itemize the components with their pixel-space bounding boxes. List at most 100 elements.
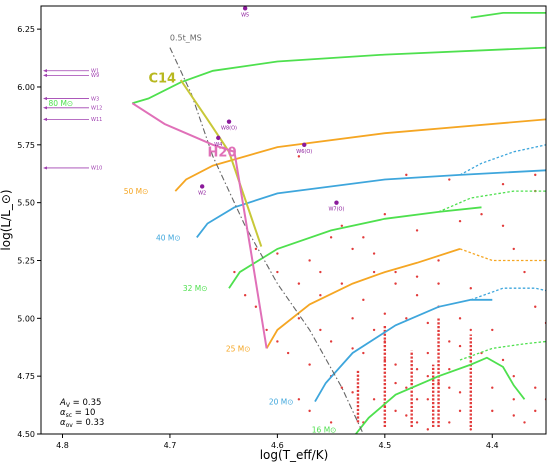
ms-star-point	[394, 381, 397, 385]
ms-star-point	[534, 409, 537, 413]
ms-star-point	[394, 363, 397, 366]
ms-star-point	[437, 333, 440, 336]
track-dashed-segment	[459, 248, 546, 262]
wr-star-label: W6(O)	[296, 149, 312, 155]
ms-star-point	[458, 317, 462, 320]
track-dashed-segment	[459, 340, 546, 361]
ms-star-point	[394, 409, 397, 413]
ms-star-point	[394, 270, 397, 274]
ms-star-point	[448, 386, 451, 389]
ms-star-point	[383, 312, 387, 315]
half-ms-line	[169, 47, 364, 434]
ms-star-point	[426, 321, 430, 325]
ms-star-point	[469, 398, 472, 401]
ms-star-point	[512, 398, 515, 401]
wr-star-label: W5	[241, 12, 249, 18]
x-tick-label: 4.7	[164, 441, 177, 450]
evolution-track	[265, 248, 461, 349]
ms-star-point	[265, 328, 268, 332]
offscale-arrowhead	[43, 69, 47, 73]
ms-star-point	[405, 386, 408, 389]
ms-star-point	[491, 409, 494, 413]
ms-star-point	[340, 282, 344, 285]
boundary-label: H20	[208, 145, 237, 160]
ms-star-point	[534, 386, 537, 389]
ms-star-point	[491, 386, 494, 389]
ms-star-point	[233, 270, 236, 274]
evolution-track	[355, 356, 526, 434]
ms-star-point	[308, 259, 311, 262]
ms-star-point	[469, 428, 472, 431]
track-label: 25 M⊙	[226, 344, 251, 353]
ms-star-point	[501, 358, 505, 362]
offscale-arrowhead	[43, 166, 47, 170]
track-dashed-segment	[470, 287, 546, 301]
offscale-label: W1	[91, 69, 99, 75]
ms-star-point	[415, 398, 419, 401]
y-tick-label: 6.00	[17, 83, 35, 92]
ms-star-point	[437, 282, 440, 285]
track-label: 40 M⊙	[156, 233, 181, 242]
x-tick-label: 4.8	[56, 441, 69, 450]
ms-star-point	[501, 182, 505, 186]
offscale-arrowhead	[43, 106, 47, 110]
ms-star-point	[426, 398, 430, 401]
ms-star-point	[415, 275, 419, 278]
ms-star-point	[426, 351, 430, 355]
wr-star-point	[242, 6, 248, 11]
wr-star-label: W7(O)	[328, 207, 344, 213]
ms-star-point	[351, 347, 354, 350]
param-text: αsc = 10	[60, 408, 95, 419]
ms-star-point	[319, 328, 322, 332]
y-tick-label: 5.25	[17, 256, 35, 265]
ms-star-point	[308, 363, 311, 366]
ms-star-point	[383, 340, 387, 343]
evolution-track	[314, 298, 493, 403]
ms-star-point	[448, 340, 451, 343]
ms-star-point	[437, 381, 440, 385]
wr-star-point	[334, 200, 339, 205]
ms-star-point	[351, 317, 354, 320]
boundary-line	[131, 102, 268, 349]
ms-star-point	[372, 252, 376, 255]
evolution-track	[132, 46, 546, 105]
offscale-label: W3	[91, 96, 99, 102]
evolution-track-tail	[470, 12, 546, 19]
ms-star-point	[415, 368, 419, 371]
param-text: αov = 0.33	[60, 418, 104, 429]
wr-star-point	[226, 119, 232, 124]
offscale-arrowhead	[43, 96, 47, 101]
ms-star-point	[286, 351, 290, 355]
offscale-label: W12	[91, 106, 102, 112]
ms-star-point	[458, 391, 462, 394]
ms-star-point	[329, 421, 333, 424]
ms-star-point	[254, 247, 258, 251]
ms-star-point	[243, 293, 247, 297]
ms-star-point	[534, 173, 537, 177]
wr-star-label: W8(O)	[221, 126, 237, 132]
offscale-label: W11	[91, 117, 102, 123]
ms-star-point	[469, 328, 472, 332]
ms-star-point	[383, 358, 387, 362]
y-axis-label: log(L/L_⊙)	[0, 189, 13, 250]
ms-star-point	[276, 340, 279, 343]
track-label: 32 M⊙	[183, 284, 208, 293]
plot-frame	[40, 5, 547, 435]
ms-star-point	[329, 340, 333, 343]
track-label: 50 M⊙	[124, 187, 149, 196]
ms-star-point	[534, 305, 537, 308]
half-ms-label: 0.5t_MS	[170, 34, 202, 43]
wr-star-point	[216, 135, 221, 141]
ms-star-point	[405, 317, 408, 320]
param-text: AV = 0.35	[59, 398, 101, 409]
ms-star-point	[426, 374, 430, 378]
offscale-arrowhead	[43, 117, 47, 121]
ms-star-point	[297, 398, 301, 401]
ms-star-point	[405, 173, 408, 177]
y-tick-label: 6.25	[17, 25, 35, 34]
ms-star-point	[415, 293, 419, 297]
ms-star-point	[394, 282, 397, 285]
ms-star-point	[448, 178, 451, 181]
